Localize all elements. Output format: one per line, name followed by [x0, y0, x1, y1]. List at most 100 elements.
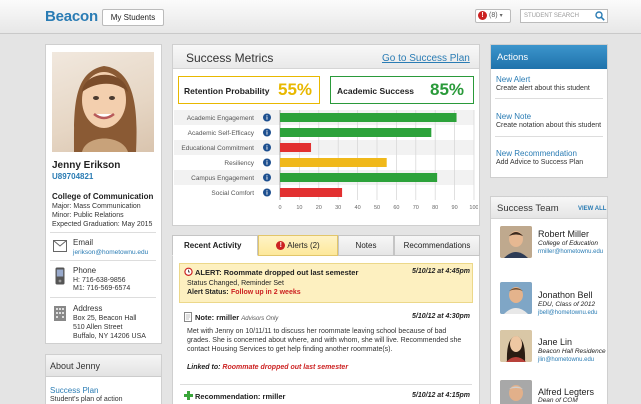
avatar[interactable]: [500, 226, 532, 258]
team-header: [491, 197, 607, 219]
info-icon[interactable]: [263, 173, 271, 182]
info-icon[interactable]: [263, 113, 271, 122]
divider: [50, 232, 156, 233]
alert-status-change: Status Changed, Reminder Set: [187, 280, 284, 287]
retention-label: Retention Probability: [184, 86, 270, 96]
note-title: Note: rmiller Advisors Only: [195, 313, 278, 322]
view-all-link[interactable]: VIEW ALL: [578, 206, 607, 212]
recommendation-date: 5/10/12 at 4:15pm: [412, 392, 470, 399]
team-member-role: College of Education: [538, 240, 598, 247]
building-icon: [54, 306, 66, 321]
recommendation-author: rmiller: [262, 392, 286, 401]
tab-recommendations[interactable]: Recommendations: [394, 235, 480, 256]
team-member-role: Beacon Hall Residence: [538, 348, 606, 355]
student-major: Major: Mass Communication: [52, 203, 141, 210]
about-header: [46, 355, 161, 377]
chart-row-background: [174, 140, 474, 155]
student-email-link[interactable]: jerikson@hometownu.edu: [73, 249, 149, 256]
info-icon-glyph: i: [266, 116, 268, 122]
tab-label: Notes: [355, 241, 377, 250]
address-line-3: Buffalo, NY 14206 USA: [73, 333, 146, 340]
team-title: Success Team: [497, 203, 559, 214]
avatar[interactable]: [500, 330, 532, 362]
alert-date: 5/10/12 at 4:45pm: [412, 268, 470, 275]
alert-status-value: Follow up in 2 weeks: [231, 289, 301, 296]
academic-box: [330, 76, 474, 104]
tab-notes[interactable]: Notes: [338, 235, 394, 256]
info-icon-glyph: i: [266, 161, 268, 167]
person-photo-icon: [500, 380, 532, 404]
success-plan-desc: Student's plan of action: [50, 396, 123, 403]
recommendation-label: Recommendation:: [195, 392, 261, 401]
team-member-role: EDU, Class of 2012: [538, 301, 596, 308]
chart-bar: [280, 113, 457, 122]
student-minor: Minor: Public Relations: [52, 212, 124, 219]
avatar[interactable]: [500, 380, 532, 404]
phone-icon: [55, 267, 65, 285]
avatar[interactable]: [500, 282, 532, 314]
recommendation-title: Recommendation: rmiller: [195, 392, 285, 401]
team-member-name[interactable]: Jane Lin: [538, 337, 573, 347]
team-member-name[interactable]: Jonathon Bell: [538, 290, 593, 300]
success-plan-link[interactable]: Success Plan: [50, 386, 99, 395]
student-search-input[interactable]: STUDENT SEARCH: [520, 9, 608, 23]
note-visibility: Advisors Only: [241, 316, 279, 322]
divider: [50, 260, 156, 261]
tab-recent-activity[interactable]: Recent Activity: [172, 235, 258, 256]
person-photo-icon: [500, 226, 532, 258]
team-member-email[interactable]: jlin@hometownu.edu: [538, 357, 595, 363]
retention-box: [178, 76, 320, 104]
chart-tick-label: 30: [335, 205, 341, 211]
chart-tick-label: 60: [393, 205, 399, 211]
alerts-dropdown[interactable]: ! (8) ▾: [475, 9, 511, 23]
go-to-success-plan-link[interactable]: Go to Success Plan: [382, 53, 470, 64]
info-icon-glyph: i: [266, 191, 268, 197]
academic-value: 85%: [430, 80, 465, 99]
team-member-name[interactable]: Alfred Legters: [538, 387, 595, 397]
actions-header: [491, 45, 607, 69]
chart-tick-label: 10: [296, 205, 302, 211]
my-students-button[interactable]: My Students: [102, 9, 164, 26]
team-member-name[interactable]: Robert Miller: [538, 229, 590, 239]
linked-label: Linked to:: [187, 364, 221, 371]
linked-alert-link[interactable]: Roommate dropped out last semester: [222, 364, 349, 371]
chart-category-label: Campus Engagement: [191, 175, 254, 182]
student-photo: [52, 52, 154, 152]
metrics-title: Success Metrics: [186, 51, 274, 65]
alert-count: (8): [489, 12, 498, 19]
chart-category-label: Social Comfort: [211, 190, 254, 197]
alert-status-label: Alert Status:: [187, 289, 229, 296]
info-icon-glyph: i: [266, 176, 268, 182]
student-id[interactable]: U89704821: [52, 172, 94, 181]
address-label: Address: [73, 304, 103, 313]
chart-bar: [280, 158, 387, 167]
chevron-down-icon: ▾: [499, 13, 503, 19]
team-member-email[interactable]: jbell@hometownu.edu: [538, 310, 598, 316]
divider: [495, 98, 603, 99]
metrics-header: [173, 45, 479, 69]
new-alert-link[interactable]: New Alert: [496, 75, 531, 84]
alert-icon: !: [276, 241, 286, 251]
info-icon[interactable]: [263, 143, 271, 152]
address-line-1: Box 25, Beacon Hall: [73, 315, 137, 322]
chart-bar: [280, 128, 432, 137]
student-graduation: Expected Graduation: May 2015: [52, 221, 153, 228]
chart-tick-label: 70: [413, 205, 419, 211]
app-logo[interactable]: Beacon: [45, 8, 98, 25]
note-body: Met with Jenny on 10/11/11 to discuss he…: [187, 328, 462, 353]
info-icon[interactable]: [263, 158, 271, 167]
new-note-link[interactable]: New Note: [496, 112, 532, 121]
phone-home: H: 716-638-9856: [73, 277, 126, 284]
student-college: College of Communication: [52, 192, 154, 201]
new-recommendation-link[interactable]: New Recommendation: [496, 149, 577, 158]
info-icon[interactable]: [263, 188, 271, 197]
activity-item-alert[interactable]: [179, 263, 473, 303]
team-member-email[interactable]: rmiller@hometownu.edu: [538, 249, 604, 255]
alert-title: ALERT: Roommate dropped out last semeste…: [195, 268, 359, 277]
info-icon-glyph: i: [266, 131, 268, 137]
chart-bar: [280, 143, 312, 152]
info-icon[interactable]: [263, 128, 271, 137]
person-photo-icon: [500, 330, 532, 362]
search-icon[interactable]: [595, 11, 605, 21]
tab-alerts[interactable]: ! Alerts (2): [258, 235, 338, 256]
